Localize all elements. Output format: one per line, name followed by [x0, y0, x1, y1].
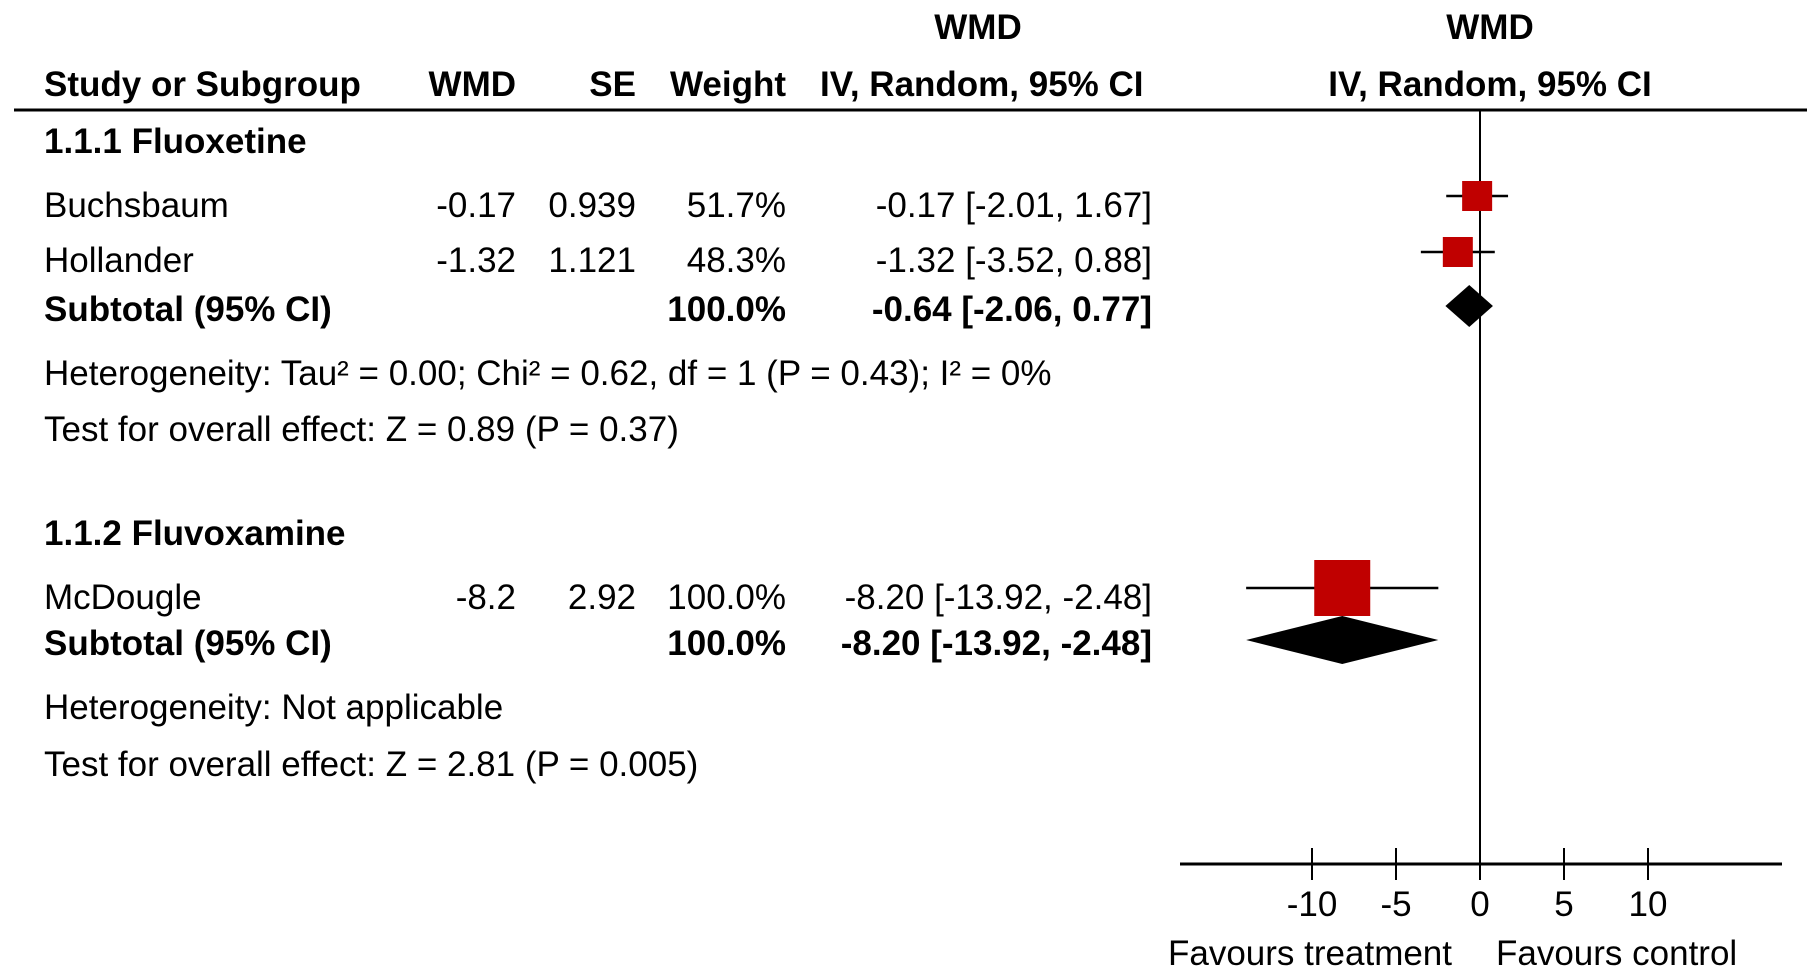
study-weight: 51.7% — [686, 186, 786, 225]
ci-column-header-top: WMD — [934, 8, 1022, 47]
study-se: 2.92 — [567, 578, 636, 617]
heterogeneity-text: Heterogeneity: Not applicable — [44, 688, 504, 727]
study-marker — [1314, 560, 1371, 616]
study-marker — [1442, 237, 1473, 267]
plot-header-top: WMD — [1446, 8, 1534, 47]
heterogeneity-text: Heterogeneity: Tau² = 0.00; Chi² = 0.62,… — [44, 354, 1052, 393]
study-name: Buchsbaum — [44, 186, 229, 225]
study-ci: -8.20 [-13.92, -2.48] — [844, 578, 1152, 617]
study-column-header: Study or Subgroup — [44, 65, 361, 104]
study-wmd: -1.32 — [436, 241, 516, 280]
subtotal-weight: 100.0% — [667, 290, 786, 329]
x-tick-label: 10 — [1629, 885, 1668, 924]
study-name: McDougle — [44, 578, 202, 617]
subtotal-label: Subtotal (95% CI) — [44, 624, 332, 663]
study-se: 0.939 — [548, 186, 636, 225]
study-se: 1.121 — [548, 241, 636, 280]
x-tick-label: 0 — [1470, 885, 1489, 924]
study-marker — [1462, 181, 1493, 211]
subtotal-diamond — [1445, 285, 1493, 327]
study-weight: 48.3% — [686, 241, 786, 280]
study-ci: -1.32 [-3.52, 0.88] — [875, 241, 1152, 280]
ci-column-header-bottom: IV, Random, 95% CI — [820, 65, 1144, 104]
subtotal-ci: -0.64 [-2.06, 0.77] — [871, 290, 1152, 329]
wmd-column-header: WMD — [428, 65, 516, 104]
x-tick-label: -5 — [1380, 885, 1411, 924]
subgroup-title: 1.1.1 Fluoxetine — [44, 122, 307, 161]
subgroup-title: 1.1.2 Fluvoxamine — [44, 514, 346, 553]
subtotal-weight: 100.0% — [667, 624, 786, 663]
overall-effect-text: Test for overall effect: Z = 0.89 (P = 0… — [44, 410, 679, 449]
subtotal-diamond — [1246, 616, 1439, 664]
subtotal-label: Subtotal (95% CI) — [44, 290, 332, 329]
weight-column-header: Weight — [669, 65, 786, 104]
study-name: Hollander — [44, 241, 194, 280]
plot-header-bottom: IV, Random, 95% CI — [1328, 65, 1652, 104]
se-column-header: SE — [589, 65, 636, 104]
study-wmd: -0.17 — [436, 186, 516, 225]
x-tick-label: 5 — [1554, 885, 1573, 924]
favours-control-label: Favours control — [1496, 934, 1738, 973]
favours-treatment-label: Favours treatment — [1168, 934, 1452, 973]
study-ci: -0.17 [-2.01, 1.67] — [875, 186, 1152, 225]
x-tick-label: -10 — [1287, 885, 1338, 924]
subtotal-ci: -8.20 [-13.92, -2.48] — [840, 624, 1152, 663]
overall-effect-text: Test for overall effect: Z = 2.81 (P = 0… — [44, 745, 699, 784]
study-weight: 100.0% — [667, 578, 786, 617]
study-wmd: -8.2 — [455, 578, 516, 617]
